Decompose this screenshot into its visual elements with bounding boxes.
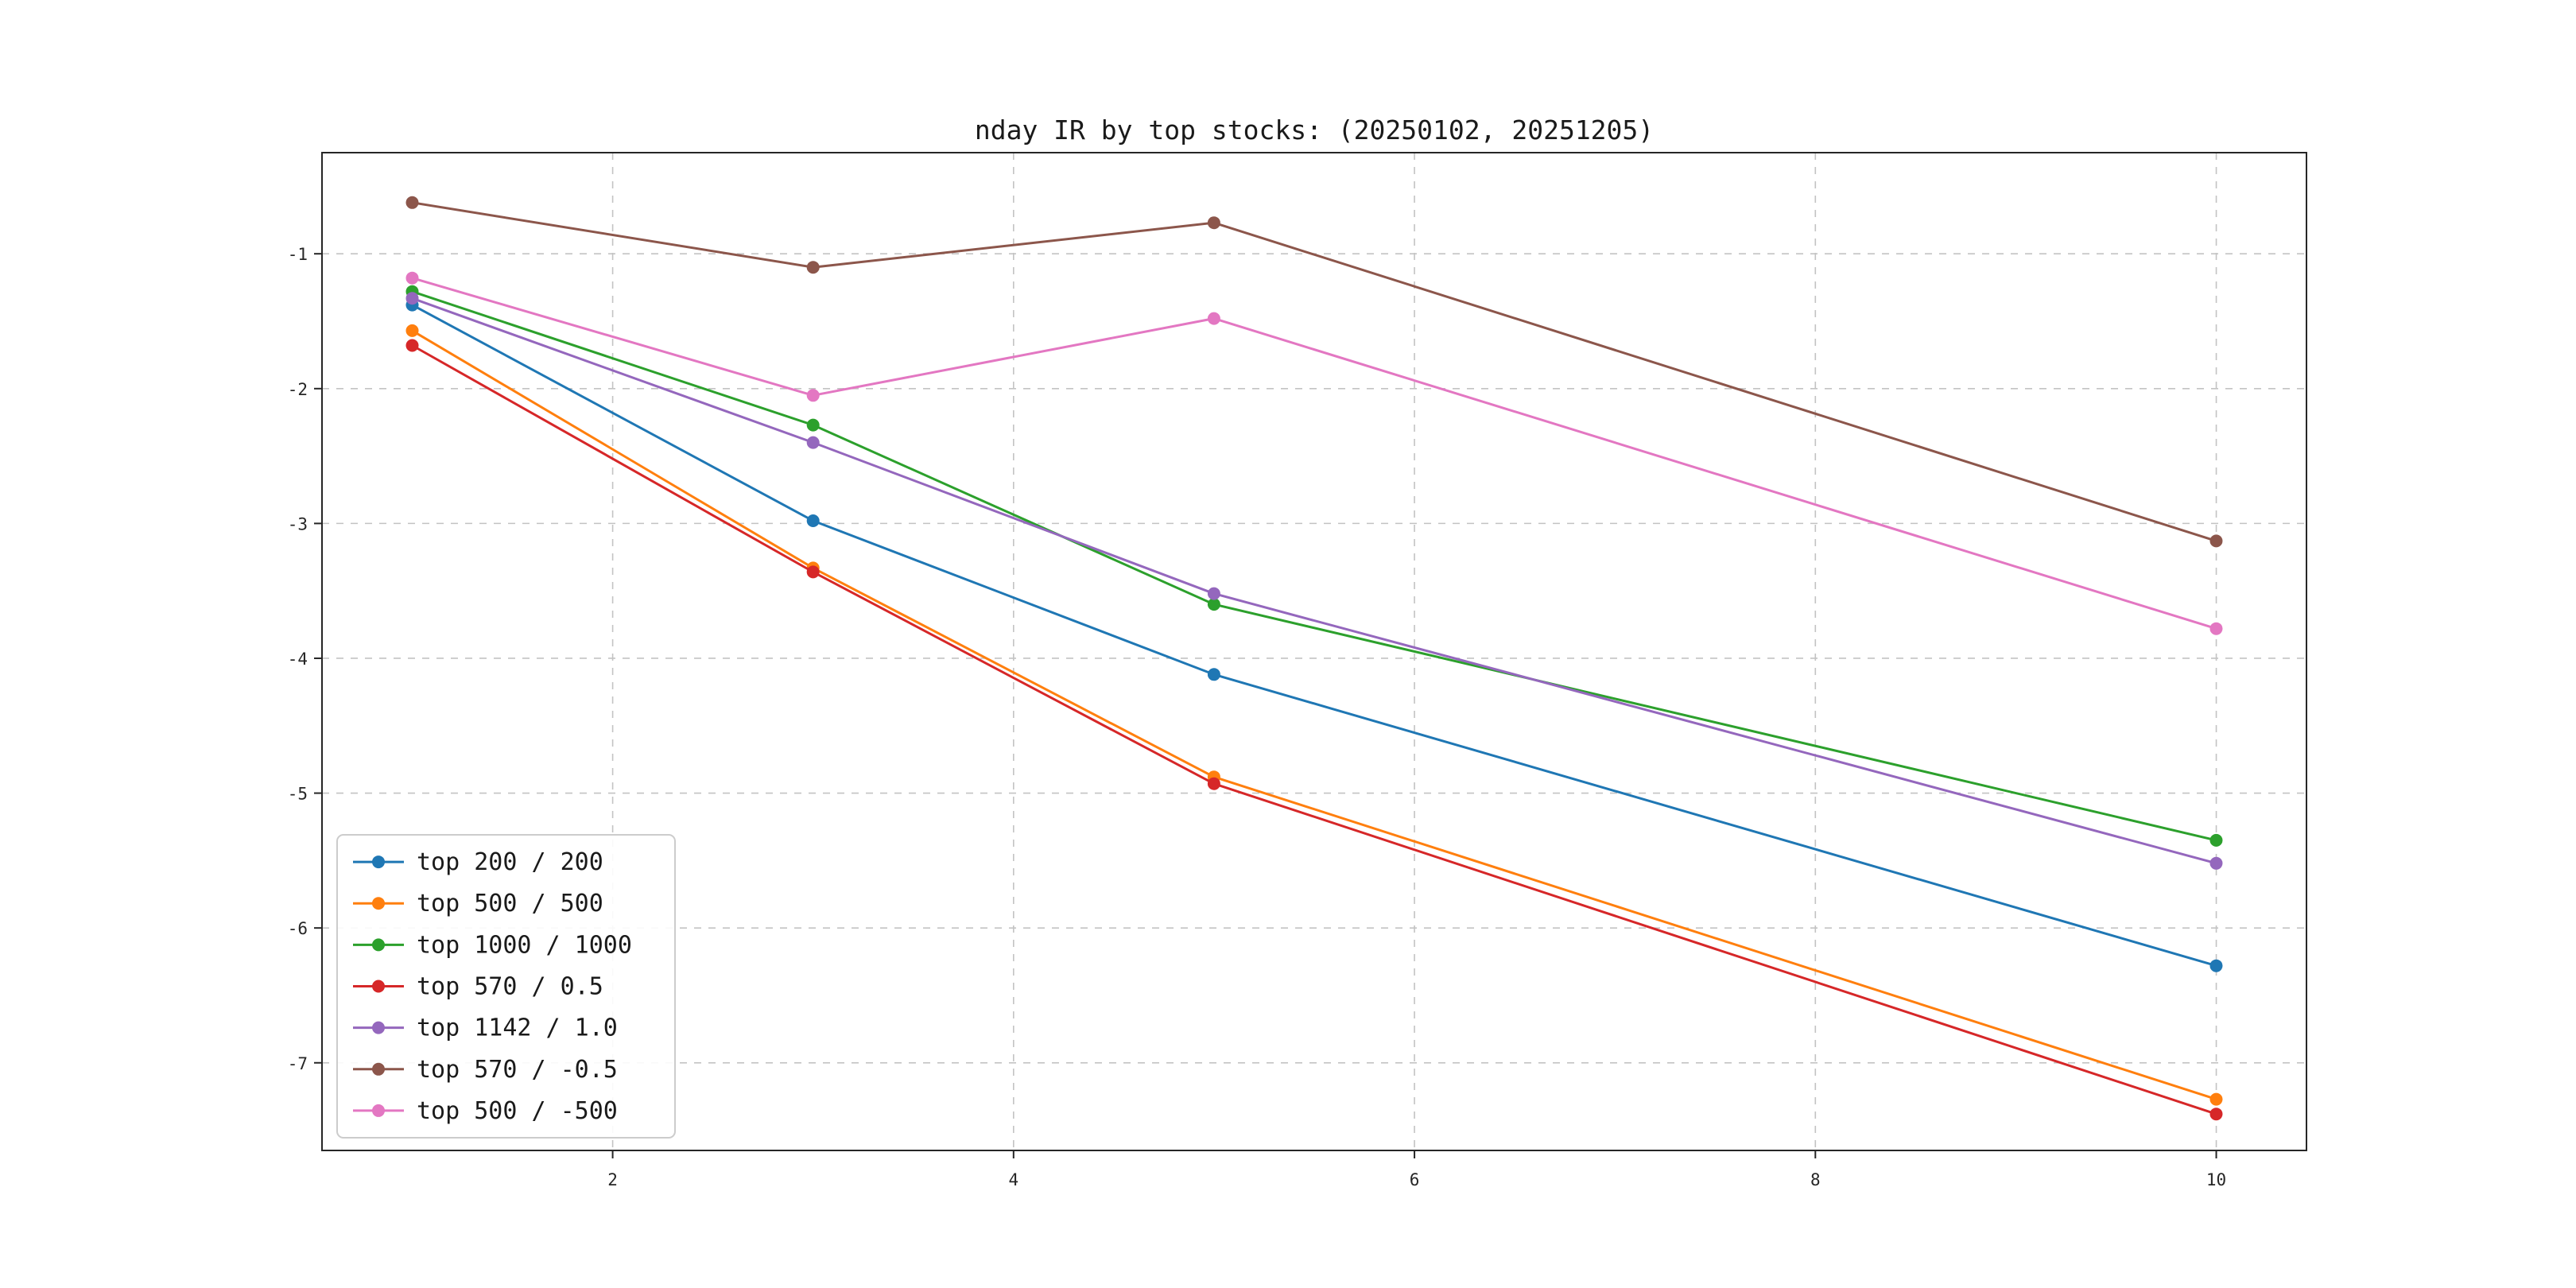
legend-label: top 570 / 0.5 <box>417 973 603 1001</box>
x-axis-tick-label: 10 <box>2206 1170 2226 1189</box>
series-marker-5 <box>1207 216 1220 230</box>
legend-label: top 570 / -0.5 <box>417 1056 618 1084</box>
series-marker-4 <box>405 292 419 305</box>
legend-swatch-marker <box>372 980 385 993</box>
legend-label: top 1000 / 1000 <box>417 931 632 959</box>
series-line-0 <box>411 304 2217 968</box>
legend-label: top 1142 / 1.0 <box>417 1014 618 1042</box>
legend-swatch-marker <box>372 938 385 952</box>
y-axis-tick-label: -3 <box>288 514 308 533</box>
series-layer <box>405 196 2223 1121</box>
series-marker-3 <box>1207 777 1220 790</box>
legend-swatch-marker <box>372 1021 385 1034</box>
series-line-5 <box>411 201 2217 542</box>
series-marker-0 <box>1207 668 1220 681</box>
y-axis-tick-label: -5 <box>288 785 308 804</box>
y-axis-tick-label: -4 <box>288 650 308 669</box>
x-axis-tick-label: 2 <box>607 1170 618 1189</box>
series-marker-1 <box>405 324 419 337</box>
series-marker-6 <box>1207 312 1220 325</box>
series-marker-5 <box>2209 534 2223 548</box>
series-marker-0 <box>2209 959 2223 972</box>
legend-swatch-marker <box>372 1104 385 1117</box>
axes-layer: 2 4 6 8 10 -1 -2 -3 -4 -5 -6 -7 <box>288 152 2307 1189</box>
series-marker-4 <box>1207 587 1220 600</box>
series-line-1 <box>411 329 2217 1101</box>
series-marker-6 <box>2209 622 2223 635</box>
series-marker-3 <box>2209 1108 2223 1121</box>
legend: top 200 / 200 top 500 / 500 top 1000 / 100… <box>336 834 676 1139</box>
y-axis-tick-label: -2 <box>288 380 308 399</box>
y-axis-tick-label: -7 <box>288 1054 308 1073</box>
chart-title: nday IR by top stocks: (20250102, 202512… <box>975 114 1654 145</box>
series-marker-3 <box>405 339 419 352</box>
series-marker-2 <box>2209 833 2223 847</box>
series-marker-3 <box>806 565 820 579</box>
legend-swatch-marker <box>372 855 385 869</box>
series-marker-0 <box>806 514 820 527</box>
series-marker-5 <box>405 196 419 209</box>
x-axis-tick-label: 8 <box>1810 1170 1821 1189</box>
series-marker-2 <box>806 418 820 432</box>
y-axis-tick-label: -1 <box>288 245 308 264</box>
x-axis-tick-label: 4 <box>1008 1170 1018 1189</box>
legend-label: top 500 / -500 <box>417 1097 618 1125</box>
series-marker-6 <box>806 389 820 402</box>
axes-frame <box>321 152 2307 1151</box>
legend-box <box>336 834 676 1139</box>
series-line-3 <box>411 344 2217 1115</box>
legend-label: top 500 / 500 <box>417 890 603 918</box>
series-marker-2 <box>1207 598 1220 611</box>
series-marker-4 <box>806 436 820 449</box>
series-line-4 <box>411 297 2217 865</box>
x-axis-tick-label: 6 <box>1410 1170 1420 1189</box>
series-marker-5 <box>806 261 820 274</box>
legend-label: top 200 / 200 <box>417 848 603 876</box>
series-marker-6 <box>405 271 419 285</box>
series-marker-4 <box>2209 856 2223 870</box>
series-line-2 <box>411 290 2217 842</box>
series-line-6 <box>411 277 2217 630</box>
legend-swatch-marker <box>372 897 385 910</box>
series-marker-1 <box>2209 1092 2223 1106</box>
y-axis-tick-label: -6 <box>288 919 308 938</box>
legend-swatch-marker <box>372 1062 385 1076</box>
